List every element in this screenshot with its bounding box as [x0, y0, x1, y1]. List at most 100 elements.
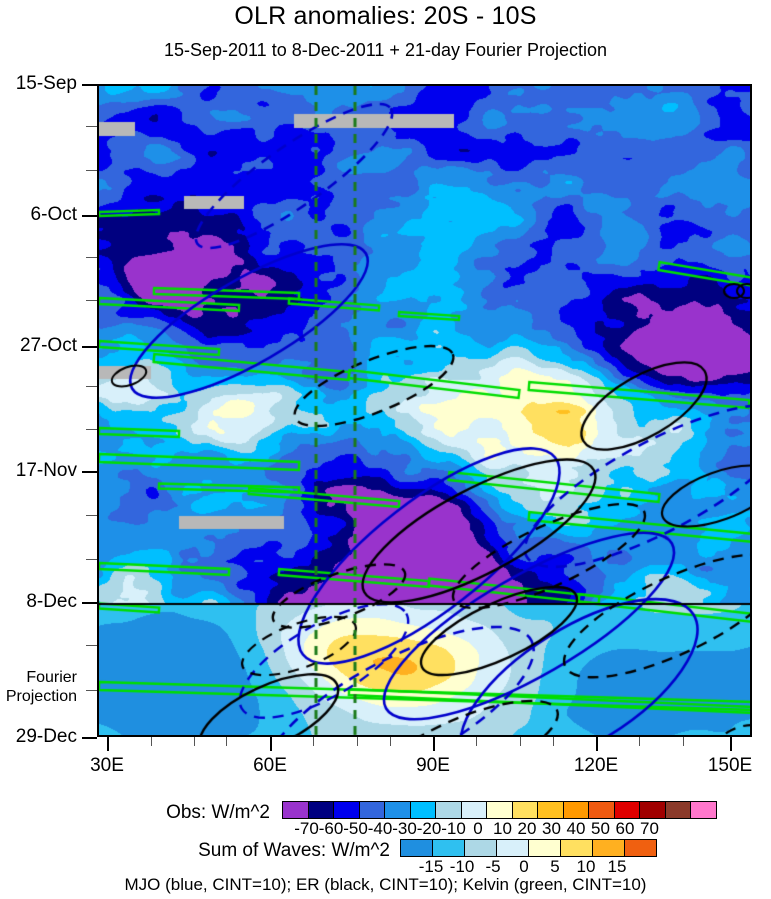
x-tick-minor: [194, 737, 195, 746]
colorbar-tick-label: 0: [519, 857, 529, 876]
colorbar-tick-label: -30: [392, 819, 417, 838]
y-tick-major: [82, 215, 97, 217]
colorbar-swatch: [487, 802, 513, 818]
y-axis-label: 15-Sep: [15, 73, 77, 94]
colorbar-obs-swatches: [282, 801, 717, 819]
colorbar-swatch: [436, 802, 462, 818]
colorbar-tick-label: 50: [591, 819, 610, 838]
y-axis-label: 6-Oct: [30, 204, 77, 225]
colorbar-waves-label: Sum of Waves: W/m^2: [198, 840, 390, 861]
colorbar-swatch: [563, 802, 589, 818]
colorbar-waves-ticks: -15 -10 -5 0 5 10 15: [400, 857, 648, 877]
x-tick-major: [433, 737, 435, 751]
colorbar-swatch: [691, 802, 716, 818]
y-axis-label: 27-Oct: [19, 335, 77, 356]
x-axis-label: 60E: [253, 755, 287, 776]
colorbar-waves-swatches: [400, 839, 657, 857]
page-title: OLR anomalies: 20S - 10S: [234, 2, 537, 30]
x-tick-minor: [313, 737, 314, 746]
colorbar-swatch: [410, 802, 436, 818]
x-axis-label: 120E: [573, 755, 619, 776]
colorbar-tick-label: 5: [550, 857, 560, 876]
colorbar-swatch: [614, 802, 640, 818]
colorbar-swatch: [529, 840, 561, 856]
colorbar-swatch: [561, 840, 593, 856]
colorbar-tick-label: -10: [449, 857, 475, 876]
colorbar-swatch: [665, 802, 691, 818]
colorbar-tick-label: 0: [473, 819, 483, 838]
colorbar-tick-label: -5: [485, 857, 501, 876]
colorbar-tick-label: 70: [640, 819, 659, 838]
x-tick-major: [730, 737, 732, 751]
colorbar-swatch: [465, 840, 497, 856]
colorbar-swatch: [283, 802, 309, 818]
y-tick-minor: [86, 429, 97, 430]
hovmoller-plot: [97, 84, 752, 737]
plot-canvas: [99, 86, 750, 735]
y-axis-label: 29-Dec: [15, 726, 77, 747]
colorbar-swatch: [593, 840, 625, 856]
colorbar-tick-label: 40: [566, 819, 586, 838]
colorbar-tick-label: -70: [294, 819, 319, 838]
colorbar-swatch: [308, 802, 334, 818]
y-tick-minor: [86, 559, 97, 560]
y-tick-minor: [86, 170, 97, 171]
colorbar-tick-label: -50: [343, 819, 368, 838]
colorbar-tick-label: 10: [576, 857, 596, 876]
colorbar-tick-label: -10: [441, 819, 466, 838]
wave-legend-caption: MJO (blue, CINT=10); ER (black, CINT=10)…: [124, 875, 647, 894]
colorbar-tick-label: 15: [607, 857, 627, 876]
colorbar-tick-label: -40: [367, 819, 393, 838]
y-axis-label: 8-Dec: [26, 591, 77, 612]
colorbar-swatch: [401, 840, 433, 856]
x-axis-label: 30E: [90, 755, 124, 776]
x-tick-major: [596, 737, 598, 751]
colorbar-swatch: [625, 840, 656, 856]
y-axis-label: 17-Nov: [15, 460, 77, 481]
y-tick-minor: [86, 645, 97, 646]
colorbar-tick-label: 10: [493, 819, 512, 838]
x-axis-label: 90E: [416, 755, 450, 776]
fourier-line-2: Projection: [5, 688, 77, 705]
colorbar-swatch: [589, 802, 615, 818]
fourier-line-1: Fourier: [26, 669, 77, 686]
y-tick-minor: [86, 257, 97, 258]
colorbar-swatch: [497, 840, 529, 856]
x-axis-label: 150E: [707, 755, 753, 776]
x-tick-minor: [390, 737, 391, 746]
x-tick-minor: [520, 737, 521, 746]
y-tick-major: [82, 471, 97, 473]
colorbar-swatch: [640, 802, 666, 818]
colorbar-tick-label: 20: [517, 819, 537, 838]
x-tick-major: [107, 737, 109, 751]
colorbar-tick-label: -20: [416, 819, 442, 838]
y-tick-minor: [86, 690, 97, 691]
x-tick-minor: [476, 737, 477, 746]
y-tick-major: [82, 346, 97, 348]
x-tick-minor: [553, 737, 554, 746]
y-tick-minor: [86, 300, 97, 301]
colorbar-swatch: [433, 840, 465, 856]
colorbar-swatch: [359, 802, 385, 818]
x-tick-minor: [683, 737, 684, 746]
x-tick-minor: [639, 737, 640, 746]
colorbar-tick-label: 60: [615, 819, 635, 838]
x-tick-major: [270, 737, 272, 751]
colorbar-swatch: [334, 802, 360, 818]
fourier-projection-label: Fourier Projection: [6, 668, 77, 706]
x-tick-minor: [357, 737, 358, 746]
y-tick-minor: [86, 386, 97, 387]
colorbar-tick-label: -60: [318, 819, 344, 838]
colorbar-tick-label: 30: [542, 819, 561, 838]
y-tick-minor: [86, 126, 97, 127]
colorbar-obs-label: Obs: W/m^2: [166, 802, 270, 823]
x-tick-minor: [151, 737, 152, 746]
colorbar-swatch: [385, 802, 411, 818]
colorbar-tick-label: -15: [418, 857, 444, 876]
colorbar-swatch: [512, 802, 538, 818]
y-tick-major: [82, 84, 97, 86]
y-tick-major: [82, 737, 97, 739]
y-tick-major: [82, 602, 97, 604]
x-tick-minor: [226, 737, 227, 746]
colorbar-swatch: [538, 802, 564, 818]
